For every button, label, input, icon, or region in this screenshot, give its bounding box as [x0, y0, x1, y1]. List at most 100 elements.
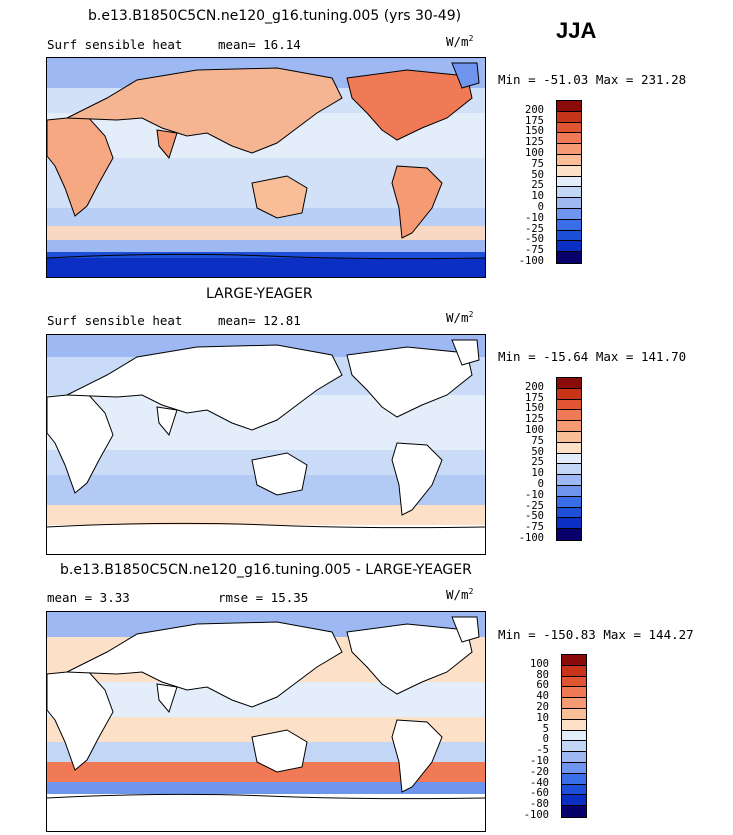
- colorbar-tick-label: 10: [531, 190, 544, 203]
- colorbar-swatch: [557, 111, 581, 123]
- colorbar-swatch: [557, 518, 581, 530]
- colorbar-tick-label: -60: [530, 787, 549, 800]
- colorbar-tick-label: -80: [530, 798, 549, 811]
- colorbar-tick-label: 40: [536, 690, 549, 703]
- colorbar-swatch: [562, 773, 586, 785]
- colorbar-tick-label: 0: [542, 733, 549, 746]
- panel3-rmse-label: rmse = 15.35: [218, 590, 309, 605]
- colorbar-swatch: [557, 252, 581, 263]
- colorbar-swatch: [557, 399, 581, 411]
- panel2-colorbar: [556, 377, 582, 541]
- colorbar-tick-label: 5: [542, 722, 549, 735]
- panel3-map: [46, 611, 486, 832]
- colorbar-swatch: [557, 198, 581, 209]
- colorbar-tick-label: 100: [530, 657, 549, 670]
- colorbar-swatch: [562, 665, 586, 677]
- panel2-variable-label: Surf sensible heat: [47, 313, 183, 328]
- colorbar-swatch: [557, 208, 581, 220]
- colorbar-swatch: [557, 187, 581, 199]
- colorbar-swatch: [557, 529, 581, 540]
- colorbar-tick-label: 0: [537, 478, 544, 490]
- colorbar-swatch: [557, 485, 581, 497]
- panel3-mean-label: mean = 3.33: [47, 590, 130, 605]
- colorbar-swatch: [562, 698, 586, 709]
- colorbar-swatch: [557, 241, 581, 253]
- colorbar-tick-label: 25: [531, 179, 544, 192]
- panel2-title: LARGE-YEAGER: [206, 286, 313, 302]
- panel3-minmax: Min = -150.83 Max = 144.27: [498, 627, 694, 642]
- colorbar-swatch: [557, 464, 581, 476]
- colorbar-tick-label: -100: [518, 532, 544, 544]
- panel3-colorbar: [561, 654, 587, 818]
- colorbar-swatch: [557, 453, 581, 465]
- panel3-title: b.e13.B1850C5CN.ne120_g16.tuning.005 - L…: [60, 562, 472, 578]
- colorbar-tick-label: 10: [536, 711, 549, 724]
- colorbar-tick-label: -50: [525, 233, 544, 246]
- colorbar-swatch: [562, 655, 586, 666]
- colorbar-tick-label: 175: [525, 114, 544, 127]
- colorbar-swatch: [557, 442, 581, 454]
- panel3-units: W/m2: [446, 587, 474, 603]
- colorbar-tick-label: 25: [531, 456, 544, 469]
- panel1-mean-label: mean= 16.14: [218, 37, 301, 52]
- colorbar-swatch: [557, 388, 581, 400]
- colorbar-swatch: [562, 795, 586, 807]
- colorbar-swatch: [557, 144, 581, 155]
- colorbar-tick-label: -40: [530, 776, 549, 789]
- colorbar-tick-label: -10: [525, 211, 544, 224]
- panel2-minmax: Min = -15.64 Max = 141.70: [498, 349, 687, 364]
- colorbar-tick-label: 80: [536, 668, 549, 681]
- colorbar-tick-label: -100: [523, 809, 549, 821]
- colorbar-swatch: [557, 507, 581, 519]
- colorbar-swatch: [557, 101, 581, 112]
- panel2-mean-label: mean= 12.81: [218, 313, 301, 328]
- colorbar-tick-label: 50: [531, 168, 544, 181]
- season-label: JJA: [556, 18, 597, 43]
- colorbar-swatch: [562, 741, 586, 753]
- colorbar-tick-label: -10: [530, 755, 549, 767]
- colorbar-tick-label: -25: [525, 499, 544, 512]
- colorbar-tick-label: 125: [525, 413, 544, 426]
- colorbar-swatch: [557, 154, 581, 166]
- colorbar-tick-label: -100: [518, 255, 544, 267]
- colorbar-swatch: [562, 687, 586, 699]
- colorbar-tick-label: -20: [530, 765, 549, 778]
- colorbar-swatch: [557, 378, 581, 389]
- colorbar-swatch: [557, 475, 581, 486]
- panel1-title: b.e13.B1850C5CN.ne120_g16.tuning.005 (yr…: [88, 8, 462, 24]
- colorbar-swatch: [557, 230, 581, 242]
- colorbar-swatch: [562, 719, 586, 731]
- colorbar-swatch: [557, 219, 581, 231]
- panel2-units: W/m2: [446, 310, 474, 326]
- colorbar-swatch: [557, 176, 581, 188]
- colorbar-swatch: [562, 730, 586, 742]
- panel1-units: W/m2: [446, 34, 474, 50]
- colorbar-tick-label: -75: [525, 521, 544, 534]
- panel1-minmax: Min = -51.03 Max = 231.28: [498, 72, 687, 87]
- colorbar-tick-label: 150: [525, 125, 544, 138]
- colorbar-tick-label: 175: [525, 391, 544, 404]
- colorbar-tick-label: 10: [531, 467, 544, 480]
- colorbar-tick-label: 60: [536, 679, 549, 692]
- colorbar-swatch: [562, 676, 586, 688]
- colorbar-swatch: [562, 708, 586, 720]
- colorbar-swatch: [557, 496, 581, 508]
- colorbar-tick-label: -75: [525, 244, 544, 257]
- colorbar-tick-label: 0: [537, 201, 544, 213]
- colorbar-swatch: [562, 752, 586, 763]
- colorbar-tick-label: -5: [536, 744, 549, 757]
- colorbar-swatch: [557, 122, 581, 134]
- panel2-map: [46, 334, 486, 555]
- panel1-colorbar: [556, 100, 582, 264]
- colorbar-tick-label: 75: [531, 157, 544, 170]
- colorbar-tick-label: -25: [525, 222, 544, 235]
- colorbar-tick-label: 75: [531, 434, 544, 447]
- colorbar-swatch: [557, 421, 581, 432]
- colorbar-swatch: [557, 410, 581, 422]
- colorbar-tick-label: 200: [525, 103, 544, 116]
- colorbar-tick-label: 50: [531, 445, 544, 458]
- colorbar-swatch: [557, 133, 581, 145]
- panel1-map: [46, 57, 486, 278]
- colorbar-swatch: [562, 784, 586, 796]
- colorbar-tick-label: -10: [525, 488, 544, 501]
